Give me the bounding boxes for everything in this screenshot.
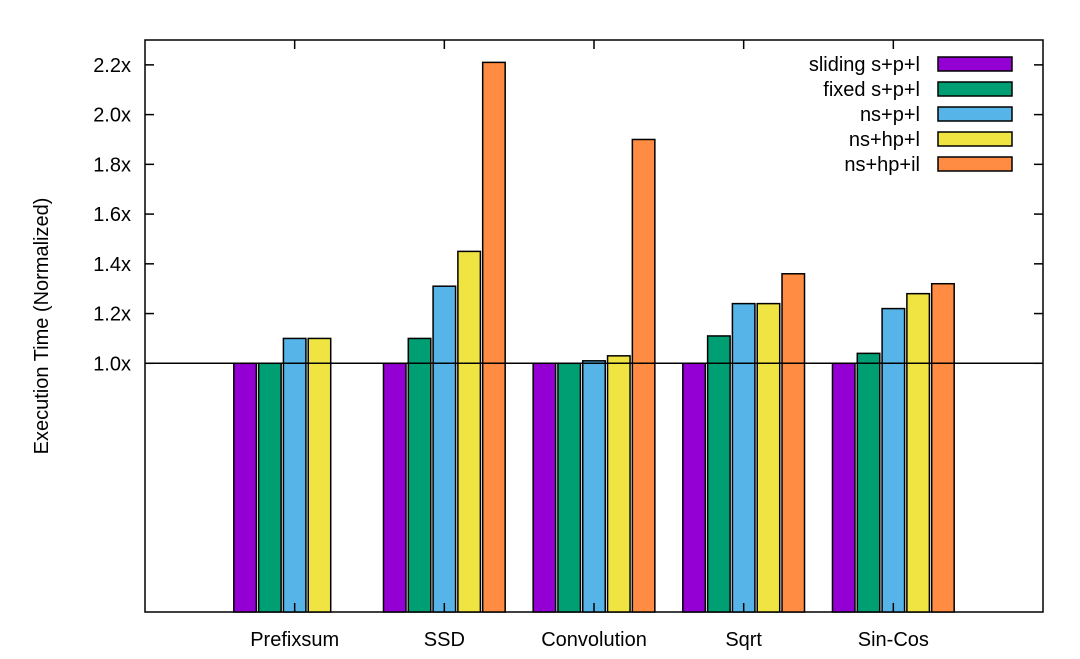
bars (233, 61, 955, 613)
bar-fixed-s-p-l-ssd (407, 337, 432, 613)
legend-swatch (937, 56, 1013, 72)
x-category-label: Prefixsum (250, 629, 339, 651)
y-tick-label: 1.0x (93, 353, 131, 375)
x-category-label: Sqrt (725, 629, 762, 651)
bar-ns-p-l-ssd (432, 285, 457, 613)
bar-ns-hp-il-convolution (631, 138, 656, 613)
bar-ns-hp-l-ssd (457, 250, 482, 613)
y-tick-label: 1.8x (93, 154, 131, 176)
legend-label: ns+hp+l (849, 129, 920, 151)
legend-label: fixed s+p+l (823, 79, 920, 101)
y-tick-label: 1.4x (93, 254, 131, 276)
legend-label: ns+p+l (860, 104, 920, 126)
bar-sliding-s-p-l-convolution (532, 362, 557, 613)
y-tick-label: 2.0x (93, 105, 131, 127)
bar-ns-hp-il-sqrt (781, 273, 806, 613)
bar-sliding-s-p-l-sin-cos (831, 362, 856, 613)
bar-sliding-s-p-l-prefixsum (233, 362, 258, 613)
bar-ns-hp-l-prefixsum (307, 337, 332, 613)
y-axis-title: Execution Time (Normalized) (31, 198, 53, 455)
bar-ns-p-l-prefixsum (282, 337, 307, 613)
bar-ns-hp-l-sqrt (756, 302, 781, 613)
bar-ns-hp-il-ssd (481, 61, 506, 613)
bar-fixed-s-p-l-convolution (557, 362, 582, 613)
bar-fixed-s-p-l-prefixsum (257, 362, 282, 613)
legend-label: sliding s+p+l (809, 54, 920, 76)
bar-ns-p-l-sqrt (731, 302, 756, 613)
legend-swatch (937, 131, 1013, 147)
x-category-label: SSD (424, 629, 465, 651)
y-tick-label: 2.2x (93, 55, 131, 77)
bar-fixed-s-p-l-sqrt (706, 335, 731, 613)
y-tick-label: 1.2x (93, 304, 131, 326)
legend-label: ns+hp+il (844, 154, 920, 176)
bar-ns-hp-l-sin-cos (906, 292, 931, 613)
legend-swatch (937, 106, 1013, 122)
bar-sliding-s-p-l-sqrt (682, 362, 707, 613)
bar-ns-p-l-convolution (582, 360, 606, 613)
x-axis: Prefixsum SSD Convolution Sqrt Sin-Cos (250, 40, 929, 651)
bar-fixed-s-p-l-sin-cos (856, 352, 881, 613)
bar-ns-hp-l-convolution (606, 355, 631, 613)
y-axis: 1.0x 1.2x 1.4x 1.6x 1.8x 2.0x 2.2x (93, 55, 1043, 375)
legend-swatch (937, 156, 1013, 172)
bar-sliding-s-p-l-ssd (382, 362, 407, 613)
bar-ns-p-l-sin-cos (881, 307, 906, 613)
x-category-label: Convolution (541, 629, 647, 651)
bar-ns-hp-il-sin-cos (930, 282, 955, 613)
legend-swatch (937, 81, 1013, 97)
legend: sliding s+p+l fixed s+p+l ns+p+l ns+hp+l ns+… (809, 54, 1013, 176)
x-category-label: Sin-Cos (858, 629, 929, 651)
y-tick-label: 1.6x (93, 204, 131, 226)
